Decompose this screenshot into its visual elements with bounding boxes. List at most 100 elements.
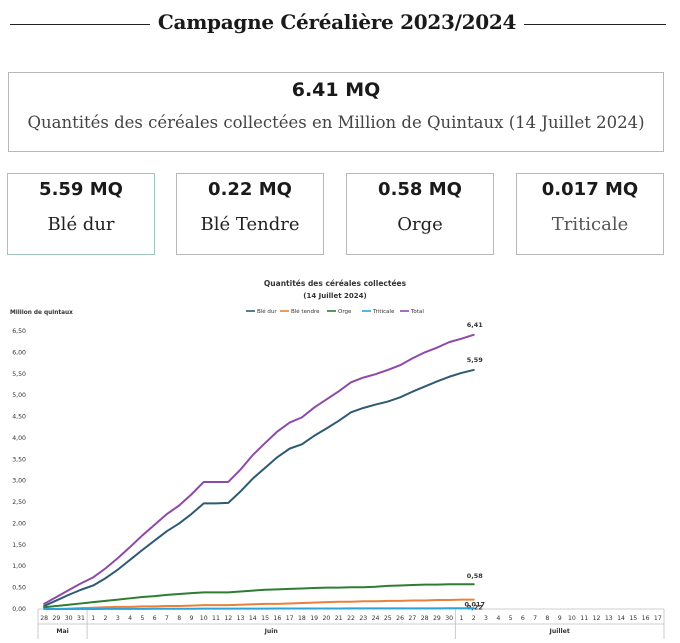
x-tick-label: 12	[593, 615, 601, 622]
x-tick-label: 6	[153, 615, 157, 622]
x-tick-label: 4	[496, 615, 500, 622]
x-tick-label: 19	[310, 615, 318, 622]
x-tick-label: 5	[140, 615, 144, 622]
legend-label: Orge	[338, 309, 352, 315]
month-label: Juin	[264, 628, 278, 635]
month-label: Juillet	[549, 628, 570, 635]
x-tick-label: 15	[629, 615, 637, 622]
page-title: Campagne Céréalière 2023/2024	[157, 10, 517, 34]
y-tick-label: 3,00	[12, 478, 26, 485]
x-tick-label: 9	[189, 615, 193, 622]
x-tick-label: 2	[104, 615, 108, 622]
series-line	[43, 368, 475, 608]
legend-label: Total	[410, 309, 424, 315]
total-value: 6.41 MQ	[291, 79, 381, 101]
x-tick-label: 8	[545, 615, 549, 622]
x-tick-label: 25	[384, 615, 392, 622]
x-tick-label: 8	[177, 615, 181, 622]
chart-legend: Blé dur Blé tendre Orge Triticale Total	[246, 308, 424, 315]
x-tick-label: 12	[224, 615, 232, 622]
month-label: Mai	[56, 628, 68, 635]
chart-subtitle: (14 Juillet 2024)	[303, 292, 366, 300]
x-tick-label: 1	[460, 615, 464, 622]
data-label: 0,58	[467, 572, 484, 580]
x-tick-label: 30	[445, 615, 453, 622]
y-tick-label: 3,50	[12, 456, 26, 463]
x-tick-label: 28	[421, 615, 429, 622]
x-tick-label: 20	[323, 615, 331, 622]
card-value: 0.22 MQ	[208, 179, 292, 200]
x-tick-label: 11	[212, 615, 220, 622]
series-line	[43, 333, 475, 605]
series-line	[43, 607, 475, 610]
y-tick-label: 6,50	[12, 328, 26, 335]
x-tick-label: 5	[509, 615, 513, 622]
card-value: 5.59 MQ	[39, 179, 123, 200]
y-tick-label: 6,00	[12, 349, 26, 356]
x-tick-label: 16	[642, 615, 650, 622]
card-value: 0.58 MQ	[378, 179, 462, 200]
x-tick-label: 31	[77, 615, 85, 622]
y-tick-label: 0,00	[12, 606, 26, 613]
legend-label: Triticale	[372, 309, 395, 315]
chart-title: Quantités des céréales collectées	[264, 279, 407, 288]
legend-label: Blé tendre	[291, 308, 320, 315]
card-value: 0.017 MQ	[541, 179, 639, 200]
y-axis-label: Million de quintaux	[10, 310, 73, 316]
x-tick-label: 13	[605, 615, 613, 622]
x-tick-label: 3	[116, 615, 120, 622]
x-tick-label: 3	[484, 615, 488, 622]
x-tick-label: 16	[273, 615, 281, 622]
y-tick-label: 0,50	[12, 585, 26, 592]
series-line	[43, 598, 475, 610]
x-tick-label: 23	[359, 615, 367, 622]
x-tick-label: 27	[408, 615, 416, 622]
y-tick-label: 5,50	[12, 371, 26, 378]
header-rule-right	[524, 24, 666, 25]
data-label: 0,017	[464, 600, 485, 608]
x-tick-label: 29	[52, 615, 60, 622]
header-rule-left	[10, 24, 150, 25]
y-tick-label: 5,00	[12, 392, 26, 399]
x-tick-label: 26	[396, 615, 404, 622]
series-line	[43, 583, 475, 609]
x-tick-label: 28	[40, 615, 48, 622]
card-label: Orge	[397, 214, 443, 235]
x-tick-label: 9	[558, 615, 562, 622]
card-label: Blé dur	[47, 214, 115, 235]
y-axis: 0,00 0,50 1,00 1,50 2,00 2,50 3,00 3,50 4,00 4,50…	[12, 328, 26, 613]
card-orge: 0.58 MQ Orge	[346, 173, 494, 255]
x-tick-label: 13	[237, 615, 245, 622]
x-tick-label: 1	[91, 615, 95, 622]
y-tick-label: 1,00	[12, 563, 26, 570]
y-tick-label: 4,50	[12, 414, 26, 421]
page-header: Campagne Céréalière 2023/2024	[0, 8, 680, 44]
x-tick-label: 4	[128, 615, 132, 622]
chart-plot-area: 5,59 0,22 0,58 0,017 6,41	[43, 321, 485, 612]
x-tick-label: 30	[65, 615, 73, 622]
y-tick-label: 1,50	[12, 542, 26, 549]
x-tick-label: 17	[654, 615, 662, 622]
x-tick-label: 6	[521, 615, 525, 622]
x-tick-label: 7	[533, 615, 537, 622]
legend-label: Blé dur	[257, 308, 277, 315]
card-ble-tendre: 0.22 MQ Blé Tendre	[176, 173, 324, 255]
x-tick-label: 11	[580, 615, 588, 622]
y-tick-label: 4,00	[12, 435, 26, 442]
x-tick-label: 7	[165, 615, 169, 622]
cumulative-collection-chart: Quantités des céréales collectées (14 Ju…	[10, 279, 665, 639]
x-tick-label: 14	[617, 615, 625, 622]
data-label: 0,22	[467, 604, 483, 612]
x-tick-label: 10	[568, 615, 576, 622]
data-label: 5,59	[467, 356, 484, 364]
x-tick-label: 22	[347, 615, 355, 622]
card-ble-dur: 5.59 MQ Blé dur	[7, 173, 155, 255]
x-tick-label: 2	[472, 615, 476, 622]
card-label: Triticale	[551, 214, 629, 235]
x-tick-label: 17	[286, 615, 294, 622]
x-axis: 28 29 30 31 1 2 3 4 5 6 7 8 9 10 11 12 13 14 15 16 17 18 19 20 2…	[37, 608, 665, 639]
x-tick-label: 14	[249, 615, 257, 622]
x-tick-label: 10	[200, 615, 208, 622]
card-triticale: 0.017 MQ Triticale	[516, 173, 664, 255]
total-summary-box: 6.41 MQ Quantités des céréales collectée…	[8, 72, 664, 152]
